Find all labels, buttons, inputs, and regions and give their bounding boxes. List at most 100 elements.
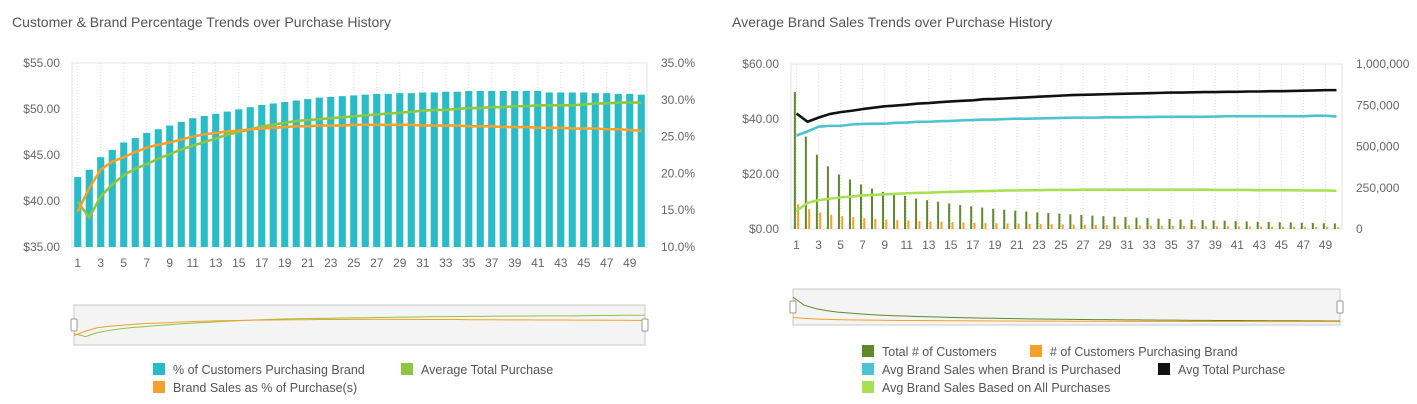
chart2-y-left-tick: $0.00 xyxy=(749,222,779,236)
chart1-bar xyxy=(522,90,530,247)
chart1-line xyxy=(76,123,642,213)
chart1-bar xyxy=(373,93,381,247)
chart1-bar xyxy=(361,94,369,247)
chart1-x-tick: 19 xyxy=(278,256,292,270)
legend-item-avg-brand-sales-all-purchases[interactable]: Avg Brand Sales Based on All Purchases xyxy=(862,380,1110,396)
legend-swatch xyxy=(153,381,165,393)
chart2-bar xyxy=(1193,226,1196,229)
chart2-bar xyxy=(1245,221,1248,229)
chart1-x-tick: 3 xyxy=(97,256,104,270)
chart1-x-tick: 13 xyxy=(209,256,223,270)
chart2-bar xyxy=(1094,224,1097,229)
chart2-bar xyxy=(870,188,873,229)
chart1-x-tick: 15 xyxy=(232,256,246,270)
legend-swatch xyxy=(862,363,874,375)
chart2-bar xyxy=(970,206,973,229)
chart2-bar xyxy=(1300,222,1303,229)
chart1-bar xyxy=(614,93,622,247)
chart2-bar xyxy=(1124,217,1127,229)
chart2-bar xyxy=(1215,226,1218,229)
chart1-y-right-tick: 15.0% xyxy=(661,203,695,217)
chart1-bar xyxy=(465,90,473,247)
legend-item-average-total-purchase[interactable]: Average Total Purchase xyxy=(401,362,553,378)
legend-item-customers-purchasing-brand[interactable]: % of Customers Purchasing Brand xyxy=(153,362,365,378)
chart1-bar xyxy=(269,103,277,247)
chart2-bar xyxy=(1146,218,1149,229)
chart1-bar xyxy=(557,92,565,247)
legend-swatch xyxy=(1030,345,1042,357)
chart2-x-tick: 1 xyxy=(793,238,800,252)
chart2-y-right-tick: 500,000 xyxy=(1356,140,1400,154)
chart1-x-tick: 33 xyxy=(439,256,453,270)
chart1-bar xyxy=(258,104,266,248)
chart2-bar xyxy=(1072,224,1075,229)
legend-item-total-customers[interactable]: Total # of Customers xyxy=(862,344,997,360)
chart2-x-tick: 17 xyxy=(966,238,980,252)
chart1-y-right-tick: 30.0% xyxy=(661,93,695,107)
chart1-navigator-series xyxy=(73,314,645,338)
chart2-bar xyxy=(1003,209,1006,229)
chart2-x-tick: 7 xyxy=(859,238,866,252)
chart2-bar xyxy=(882,191,885,229)
chart1-bar xyxy=(603,93,611,248)
chart1-x-tick: 49 xyxy=(623,256,637,270)
chart2-x-tick: 27 xyxy=(1076,238,1090,252)
chart1-x-tick: 21 xyxy=(301,256,315,270)
legend-swatch xyxy=(862,345,874,357)
chart1-bar xyxy=(499,90,507,247)
chart2-bar xyxy=(1256,221,1259,229)
legend-item-avg-brand-sales-when-purchased[interactable]: Avg Brand Sales when Brand is Purchased xyxy=(862,362,1121,378)
legend-label: Avg Total Purchase xyxy=(1178,363,1286,377)
chart2-x-tick: 5 xyxy=(837,238,844,252)
chart2-line xyxy=(796,114,1337,137)
legend-item-avg-total-purchase[interactable]: Avg Total Purchase xyxy=(1158,362,1285,378)
chart2-bar xyxy=(848,179,851,229)
chart2-bar xyxy=(797,204,800,229)
chart2-bar xyxy=(1028,223,1031,229)
chart1-x-tick: 37 xyxy=(485,256,499,270)
chart1-bar xyxy=(97,157,105,247)
chart1-x-tick: 35 xyxy=(462,256,476,270)
chart2-bar xyxy=(1102,216,1105,229)
chart2-bar xyxy=(1083,224,1086,229)
chart2-x-tick: 39 xyxy=(1209,238,1223,252)
chart2-bar xyxy=(1036,212,1039,229)
chart2-bar xyxy=(1138,225,1141,229)
chart2-bar xyxy=(907,220,910,229)
chart1-bar xyxy=(591,93,599,248)
chart2-bar xyxy=(1204,226,1207,229)
chart2-navigator-handle xyxy=(789,300,797,314)
chart2-bar xyxy=(1237,226,1240,229)
chart2-y-right-tick: 750,000 xyxy=(1356,98,1400,112)
chart2-bar xyxy=(915,198,918,229)
chart2-plot-frame xyxy=(790,63,1343,230)
chart1-y-left-tick: $55.00 xyxy=(23,56,60,70)
chart1-bar xyxy=(304,99,312,248)
chart2-bar xyxy=(852,217,855,229)
chart1-bar xyxy=(545,92,553,247)
legend-item-brand-sales-pct[interactable]: Brand Sales as % of Purchase(s) xyxy=(153,380,357,396)
chart2-y-right-tick: 1,000,000 xyxy=(1356,57,1410,71)
legend-item-customers-purchasing-brand[interactable]: # of Customers Purchasing Brand xyxy=(1030,344,1238,360)
chart1-y-right-tick: 35.0% xyxy=(661,56,695,70)
chart1-bar xyxy=(292,100,300,247)
chart2-bar xyxy=(1304,226,1307,229)
chart1-y-right-tick: 10.0% xyxy=(661,240,695,254)
chart2-x-tick: 31 xyxy=(1120,238,1134,252)
chart2-bar xyxy=(1212,220,1215,229)
chart2-navigator-handle xyxy=(1336,300,1344,314)
chart2-x-tick: 37 xyxy=(1187,238,1201,252)
chart2-bar xyxy=(1311,222,1314,229)
chart2-navigator-series xyxy=(792,317,1341,323)
chart2-y-right-tick: 250,000 xyxy=(1356,181,1400,195)
chart2-bar xyxy=(918,221,921,229)
chart1-bar xyxy=(315,97,323,247)
chart1-plot-frame xyxy=(71,62,648,248)
chart1-bar xyxy=(85,169,93,247)
chart1-bar xyxy=(407,93,415,248)
chart1-bar xyxy=(453,91,461,247)
chart2-bar xyxy=(1226,226,1229,229)
chart2-x-tick: 21 xyxy=(1010,238,1024,252)
chart2-x-tick: 35 xyxy=(1165,238,1179,252)
chart2-bar xyxy=(940,221,943,229)
